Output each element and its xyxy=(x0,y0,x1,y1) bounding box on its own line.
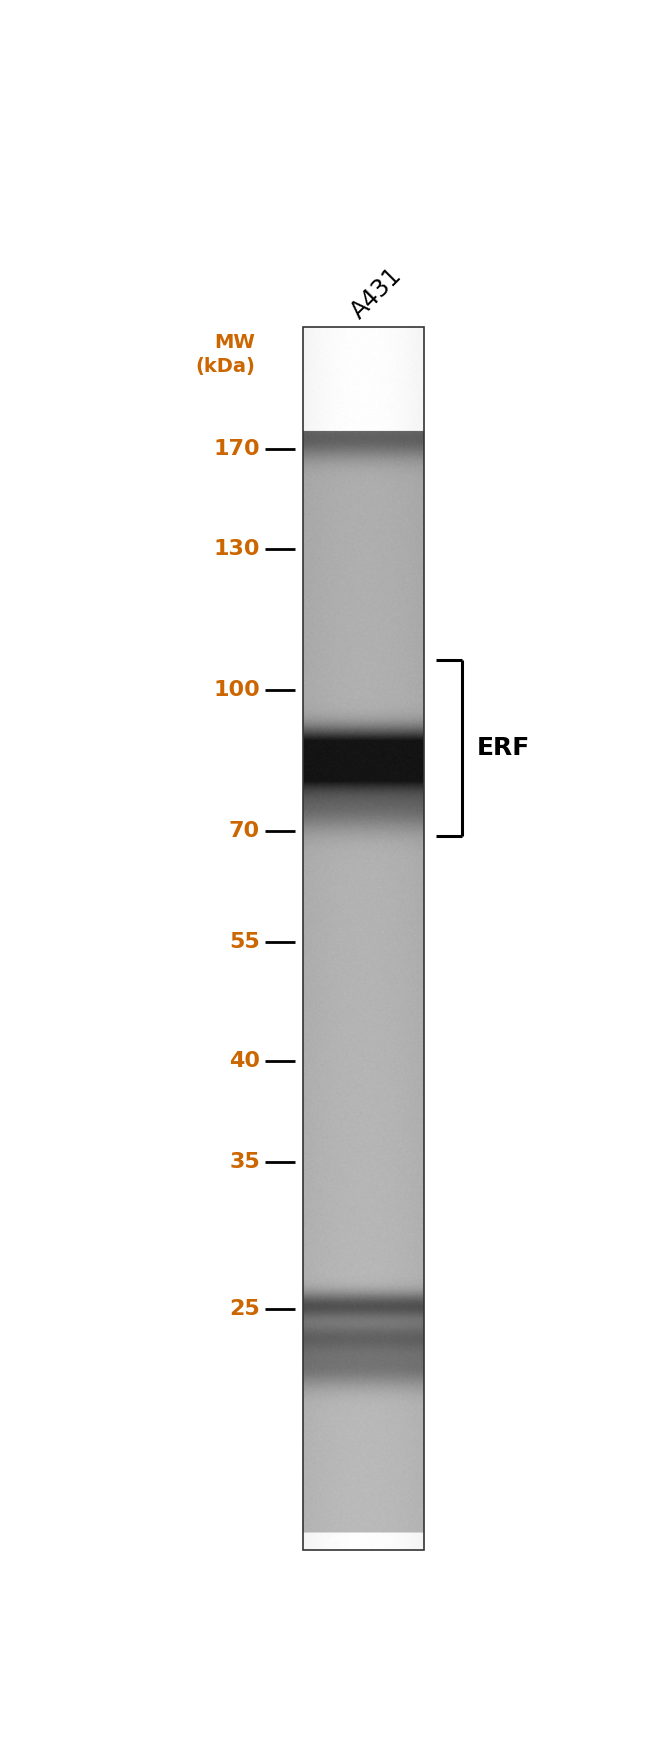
Text: A431: A431 xyxy=(346,263,406,323)
Text: 55: 55 xyxy=(229,933,260,953)
Text: 100: 100 xyxy=(213,679,260,700)
Text: 35: 35 xyxy=(229,1152,260,1173)
Text: 170: 170 xyxy=(213,439,260,459)
Text: 70: 70 xyxy=(229,820,260,841)
Text: MW
(kDa): MW (kDa) xyxy=(195,333,255,376)
Bar xyxy=(303,326,424,1549)
Text: 130: 130 xyxy=(214,538,260,559)
Text: 25: 25 xyxy=(229,1298,260,1319)
Text: 40: 40 xyxy=(229,1051,260,1071)
Text: ERF: ERF xyxy=(476,736,530,760)
